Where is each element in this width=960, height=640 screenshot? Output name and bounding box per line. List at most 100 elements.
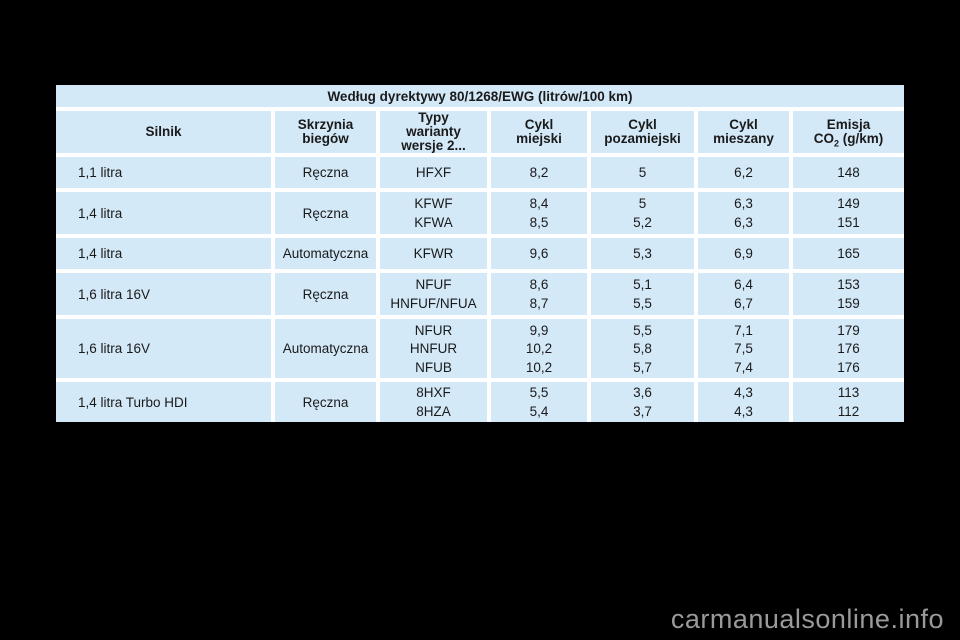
urban-cycle-cell: 8,6 8,7 <box>491 273 587 315</box>
cell-value: 8,5 <box>529 215 549 230</box>
column-header-gearbox: Skrzynia biegów <box>275 111 376 153</box>
cell-value: 6,3 <box>734 196 753 211</box>
cell-value: 176 <box>837 341 860 356</box>
cell-value: 8,7 <box>529 296 549 311</box>
combined-cycle-cell: 6,9 <box>698 238 789 269</box>
cell-value: 176 <box>837 359 860 375</box>
cell-value: 148 <box>837 165 860 180</box>
header-line: wersje 2... <box>401 138 466 153</box>
cell-value: 165 <box>837 246 860 261</box>
cell-value: 7,4 <box>734 359 753 375</box>
table-row: 1,4 litra Automatyczna KFWR 9,6 5,3 6,9 165 <box>56 238 904 269</box>
header-line: Skrzynia <box>297 117 354 132</box>
cell-value: 5,2 <box>633 215 652 230</box>
header-line: mieszany <box>713 131 774 146</box>
cell-value: 153 <box>837 277 860 292</box>
column-header-co2-emission: Emisja CO2 (g/km) <box>793 111 904 153</box>
gearbox-cell: Automatyczna <box>275 238 376 269</box>
extra-urban-cycle-cell: 5,1 5,5 <box>591 273 694 315</box>
engine-cell: 1,6 litra 16V <box>56 273 271 315</box>
cell-value: HNFUF/NFUA <box>390 296 477 311</box>
column-header-urban-cycle: Cykl miejski <box>491 111 587 153</box>
co2-cell: 179 176 176 <box>793 319 904 378</box>
table-title-row: Według dyrektywy 80/1268/EWG (litrów/100… <box>56 85 904 107</box>
cell-value: 10,2 <box>525 359 553 375</box>
urban-cycle-cell: 9,6 <box>491 238 587 269</box>
cell-value: 9,9 <box>529 322 549 338</box>
cell-value: 5,3 <box>633 246 652 261</box>
table-row: 1,1 litra Ręczna HFXF 8,2 5 6,2 148 <box>56 157 904 188</box>
engine-cell: 1,4 litra <box>56 192 271 234</box>
urban-cycle-cell: 9,9 10,2 10,2 <box>491 319 587 378</box>
engine-cell: 1,1 litra <box>56 157 271 188</box>
table-row: 1,6 litra 16V Automatyczna NFUR HNFUR NFUB 9,… <box>56 319 904 378</box>
table-row: 1,6 litra 16V Ręczna NFUF HNFUF/NFUA 8,6 8,7 5… <box>56 273 904 315</box>
combined-cycle-cell: 6,2 <box>698 157 789 188</box>
cell-value: 5,1 <box>633 277 652 292</box>
cell-value: 3,7 <box>633 403 652 419</box>
table-row: 1,4 litra Ręczna KFWF KFWA 8,4 8,5 5 5,2 6,3 6,3 1… <box>56 192 904 234</box>
cell-value: 5,4 <box>529 403 549 419</box>
extra-urban-cycle-cell: 5,5 5,8 5,7 <box>591 319 694 378</box>
cell-value: 179 <box>837 322 860 338</box>
gearbox-cell: Ręczna <box>275 273 376 315</box>
gearbox-cell: Ręczna <box>275 157 376 188</box>
subscript: 2 <box>833 138 839 149</box>
co2-cell: 153 159 <box>793 273 904 315</box>
engine-cell: 1,6 litra 16V <box>56 319 271 378</box>
header-line: Typy <box>418 110 449 125</box>
cell-value: 149 <box>837 196 860 211</box>
cell-value: 6,3 <box>734 215 753 230</box>
cell-value: 5 <box>638 196 647 211</box>
cell-value: NFUF <box>415 277 452 292</box>
column-header-extra-urban-cycle: Cykl pozamiejski <box>591 111 694 153</box>
cell-value: 9,6 <box>529 246 549 261</box>
cell-value: 4,3 <box>734 403 753 419</box>
cell-value: 112 <box>837 403 860 419</box>
co2-cell: 149 151 <box>793 192 904 234</box>
variant-cell: NFUR HNFUR NFUB <box>380 319 487 378</box>
combined-cycle-cell: 7,1 7,5 7,4 <box>698 319 789 378</box>
combined-cycle-cell: 4,3 4,3 <box>698 382 789 422</box>
cell-value: NFUB <box>415 359 452 375</box>
cell-value: 7,5 <box>734 341 753 356</box>
engine-cell: 1,4 litra <box>56 238 271 269</box>
cell-value: 5,8 <box>633 341 652 356</box>
cell-value: 5,5 <box>633 296 652 311</box>
cell-value: 5 <box>638 165 647 180</box>
variant-cell: KFWR <box>380 238 487 269</box>
header-line: pozamiejski <box>604 131 681 146</box>
extra-urban-cycle-cell: 3,6 3,7 <box>591 382 694 422</box>
table-title: Według dyrektywy 80/1268/EWG (litrów/100… <box>56 85 904 107</box>
cell-value: 7,1 <box>734 322 753 338</box>
cell-value: 5,5 <box>633 322 652 338</box>
urban-cycle-cell: 5,5 5,4 <box>491 382 587 422</box>
co2-cell: 148 <box>793 157 904 188</box>
header-line: biegów <box>302 131 349 146</box>
header-line: miejski <box>516 131 562 146</box>
watermark-text: carmanualsonline.info <box>670 604 944 634</box>
cell-value: 113 <box>837 385 860 401</box>
urban-cycle-cell: 8,4 8,5 <box>491 192 587 234</box>
header-line: Cykl <box>729 117 758 132</box>
combined-cycle-cell: 6,4 6,7 <box>698 273 789 315</box>
cell-value: 6,9 <box>734 246 753 261</box>
cell-value: 3,6 <box>633 385 652 401</box>
cell-value: 6,7 <box>734 296 753 311</box>
variant-cell: KFWF KFWA <box>380 192 487 234</box>
table-header-row: Silnik Skrzynia biegów Typy warianty wer… <box>56 111 904 153</box>
urban-cycle-cell: 8,2 <box>491 157 587 188</box>
cell-value: 151 <box>837 215 860 230</box>
cell-value: NFUR <box>414 322 453 338</box>
gearbox-cell: Ręczna <box>275 382 376 422</box>
cell-value: 4,3 <box>734 385 753 401</box>
cell-value: 6,4 <box>734 277 753 292</box>
column-header-variants: Typy warianty wersje 2... <box>380 111 487 153</box>
cell-value: HNFUR <box>409 341 458 356</box>
column-header-combined-cycle: Cykl mieszany <box>698 111 789 153</box>
variant-cell: 8HXF 8HZA <box>380 382 487 422</box>
cell-value: 6,2 <box>734 165 753 180</box>
header-line: warianty <box>406 124 461 139</box>
variant-cell: HFXF <box>380 157 487 188</box>
